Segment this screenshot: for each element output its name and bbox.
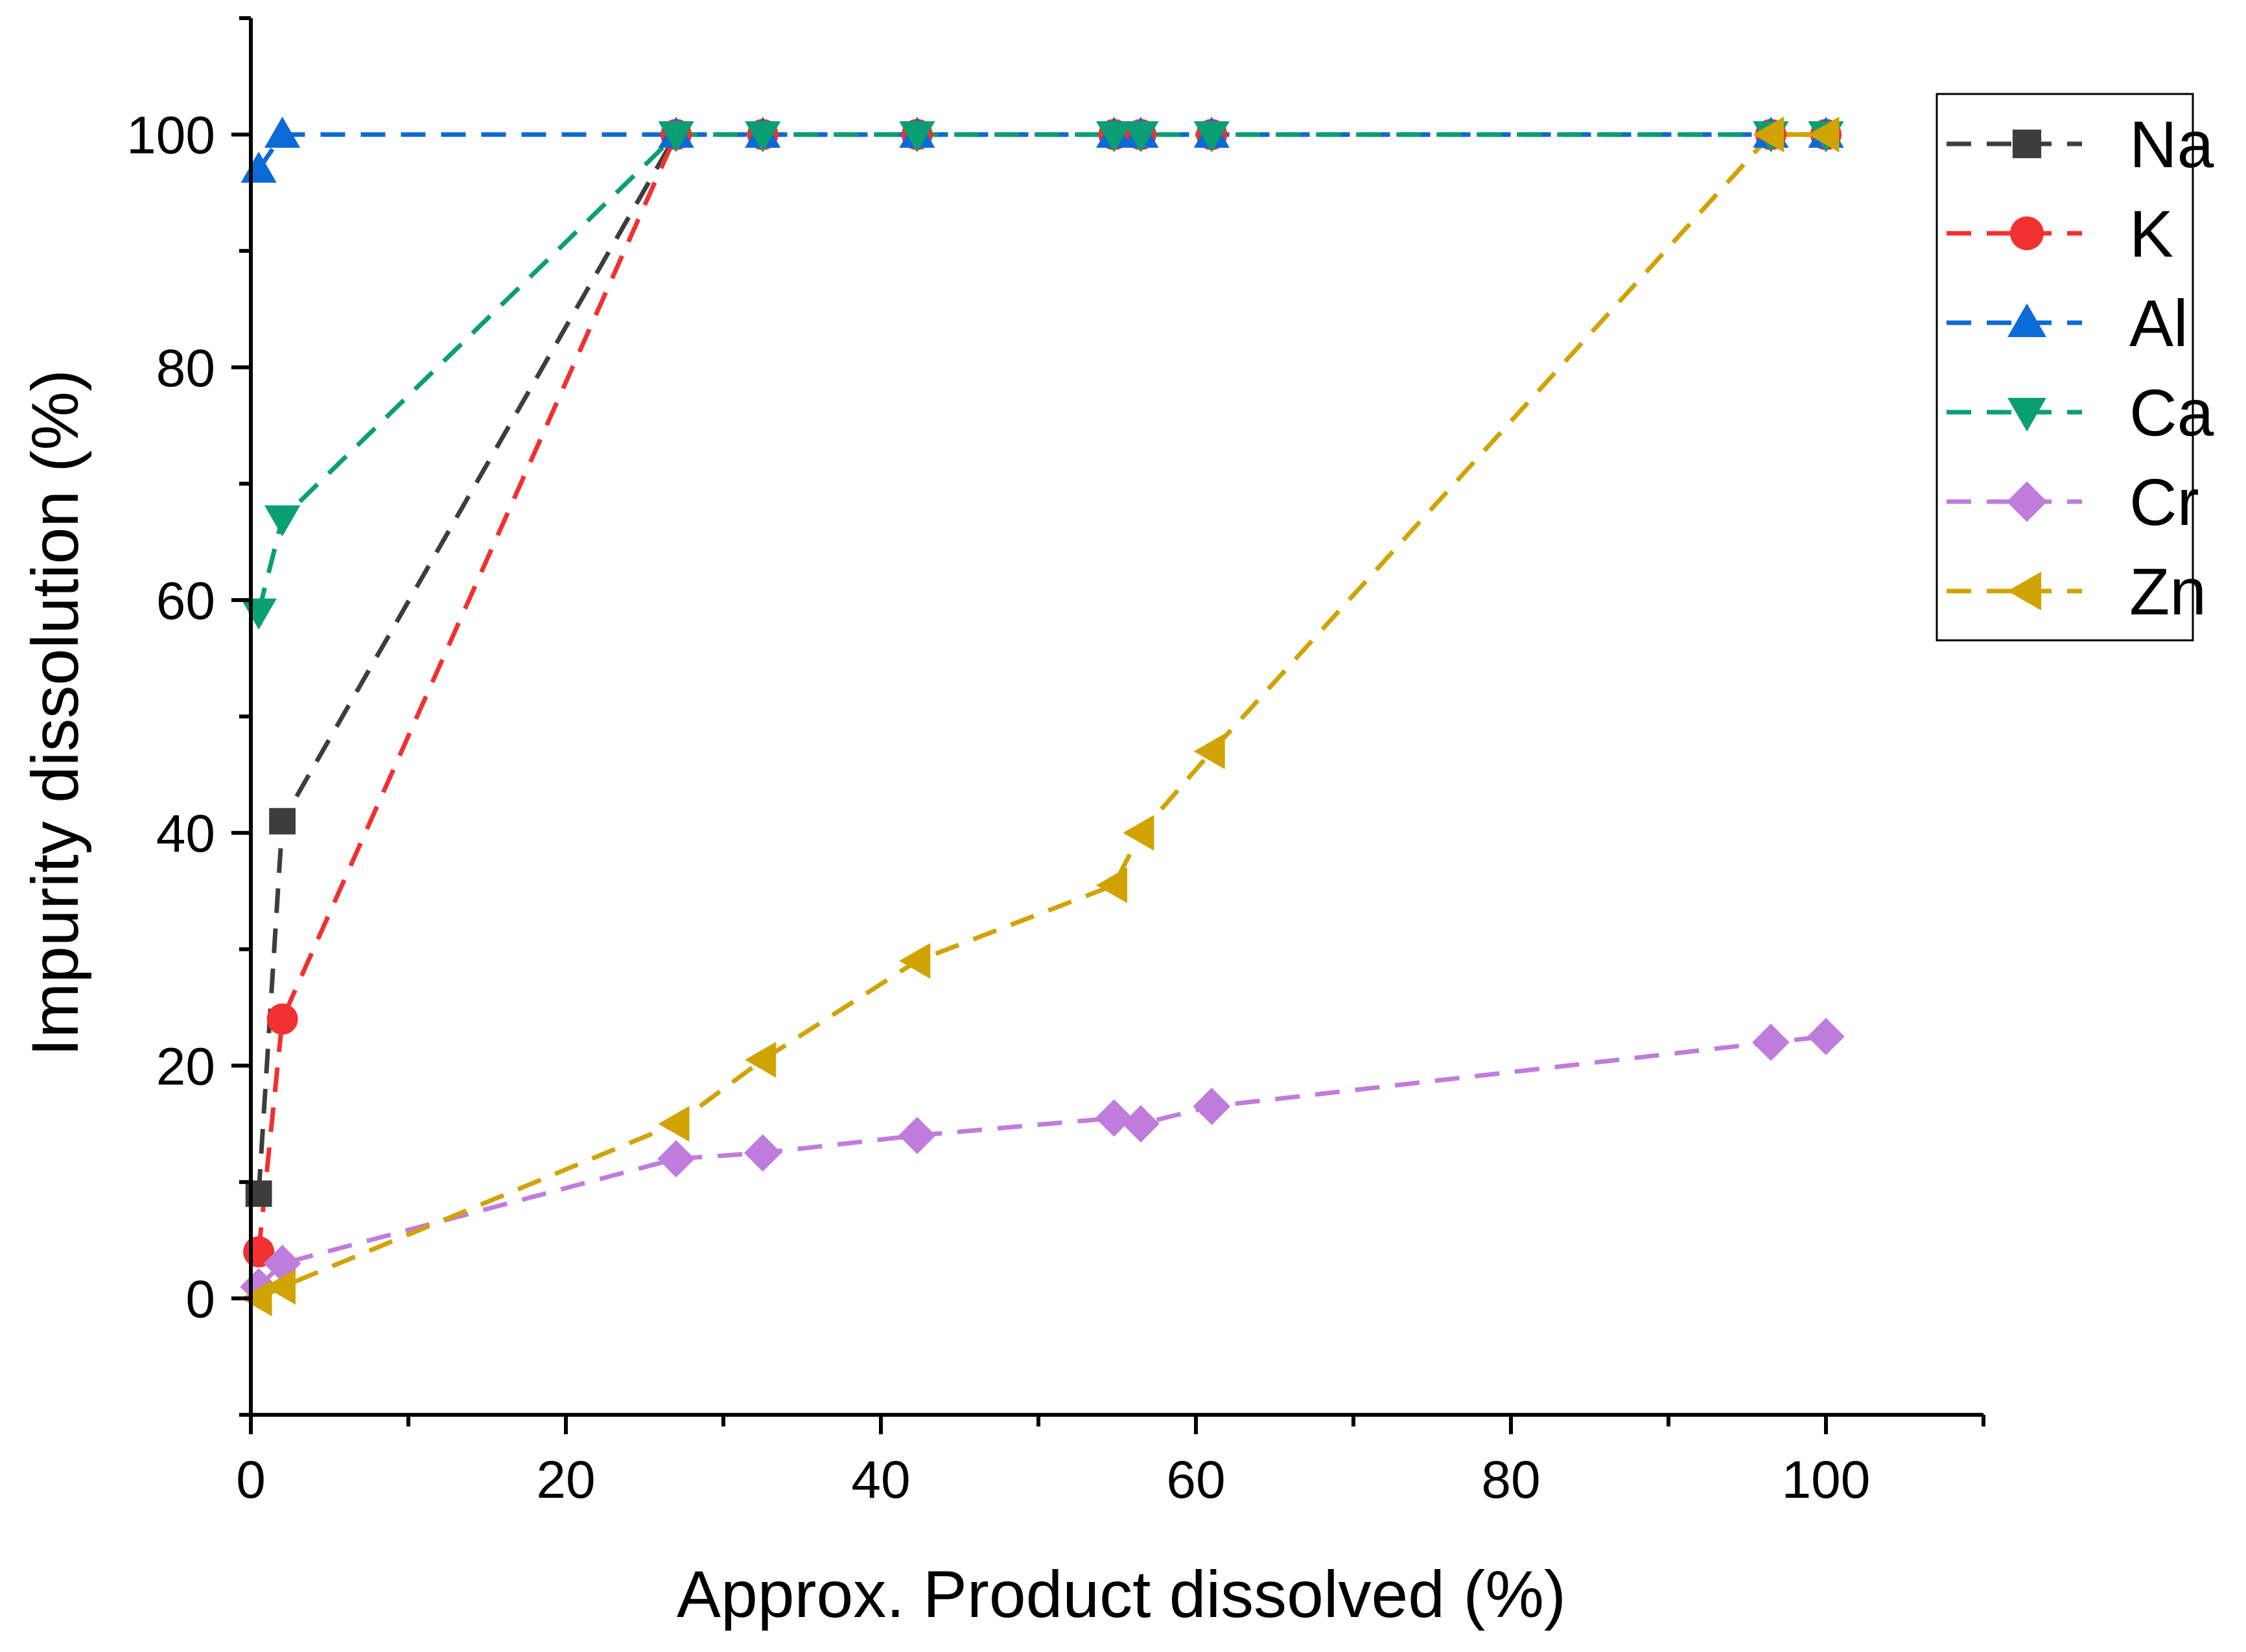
- axes: 0 20 40 60 80 100 0 20 40 60 80 100: [126, 16, 1985, 1509]
- x-tick-label: 20: [536, 1450, 595, 1509]
- data-point-al: [240, 151, 277, 183]
- data-point-ca: [1123, 121, 1159, 153]
- data-point-ca: [658, 121, 694, 153]
- data-point-zn: [240, 1280, 272, 1317]
- data-point-cr: [657, 1140, 695, 1178]
- series-line-cr: [257, 1034, 1827, 1288]
- data-point-ca: [899, 121, 935, 153]
- legend-label-al: Al: [2129, 286, 2188, 360]
- legend-marker-zn: [2007, 572, 2042, 611]
- legend: Na K Al Ca Cr Zn: [1936, 93, 2214, 642]
- data-point-cr: [1807, 1018, 1845, 1056]
- y-tick-label: 60: [156, 572, 215, 631]
- x-tick-label: 60: [1166, 1450, 1225, 1509]
- data-point-zn: [658, 1106, 690, 1142]
- data-point-na: [269, 808, 296, 835]
- legend-marker-ca: [2007, 397, 2046, 432]
- data-point-cr: [1122, 1105, 1160, 1143]
- data-point-zn: [1753, 116, 1784, 153]
- y-tick-label: 0: [185, 1270, 215, 1329]
- data-point-zn: [264, 1268, 296, 1305]
- data-point-ca: [1096, 121, 1132, 153]
- x-tick-label: 40: [851, 1450, 910, 1509]
- legend-label-ca: Ca: [2129, 376, 2214, 450]
- y-tick-label: 20: [156, 1037, 215, 1096]
- data-point-cr: [1752, 1023, 1790, 1062]
- data-point-zn: [1123, 815, 1154, 851]
- data-point-zn: [745, 1041, 777, 1078]
- series-line-al: [257, 132, 1826, 171]
- y-axis-title: Impurity dissolution (%): [18, 369, 92, 1056]
- series-line-zn: [257, 132, 1826, 1301]
- data-point-al: [264, 116, 301, 148]
- series-line-k: [256, 132, 1826, 1252]
- data-point-zn: [1193, 733, 1225, 769]
- x-tick-label: 100: [1782, 1450, 1871, 1509]
- legend-marker-cr: [2006, 481, 2048, 522]
- data-point-cr: [1193, 1088, 1231, 1125]
- legend-marker-na: [2012, 129, 2042, 159]
- data-point-ca: [1193, 121, 1230, 153]
- data-point-cr: [1095, 1099, 1133, 1137]
- x-tick-label: 0: [236, 1450, 266, 1509]
- data-point-ca: [240, 598, 277, 630]
- x-axis-title: Approx. Product dissolved (%): [677, 1557, 1566, 1631]
- legend-label-na: Na: [2129, 108, 2214, 181]
- plot-markers: [240, 116, 1845, 1317]
- y-tick-label: 40: [156, 804, 215, 863]
- data-point-zn: [1808, 116, 1840, 153]
- legend-marker-k: [2010, 216, 2044, 250]
- series-line-na: [256, 132, 1826, 1194]
- legend-marker-al: [2007, 303, 2046, 338]
- data-point-cr: [743, 1134, 782, 1172]
- series-line-ca: [256, 132, 1826, 612]
- data-point-ca: [745, 121, 781, 153]
- legend-box: [1936, 93, 2194, 642]
- y-tick-label: 100: [126, 106, 215, 165]
- data-point-k: [266, 1003, 298, 1035]
- legend-label-zn: Zn: [2129, 555, 2206, 629]
- data-point-zn: [1096, 867, 1128, 903]
- data-point-zn: [899, 943, 931, 979]
- data-point-ca: [264, 505, 301, 537]
- y-tick-label: 80: [156, 339, 215, 398]
- legend-label-cr: Cr: [2129, 465, 2199, 539]
- plot-lines: [256, 132, 1827, 1301]
- x-tick-label: 80: [1481, 1450, 1540, 1509]
- data-point-cr: [898, 1117, 936, 1154]
- legend-label-k: K: [2129, 197, 2173, 271]
